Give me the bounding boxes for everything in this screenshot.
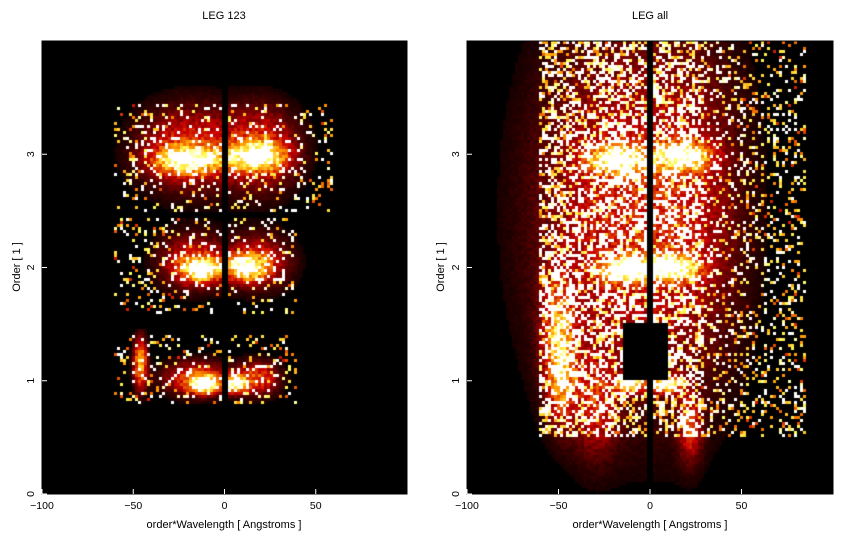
x-tick-label: −50 [550,500,568,512]
x-tick-label: 0 [222,500,228,512]
heatmap-canvas [467,41,833,494]
heatmap-canvas [42,41,407,494]
axis-ticks: −100 −50 0 50 0 1 2 3 [450,151,747,512]
x-axis-label: order*Wavelength [ Angstroms ] [147,519,302,531]
y-tick-label: 0 [450,491,462,497]
chart-title: LEG all [632,10,668,22]
panel-leg-123: LEG 123 −100 −50 0 50 0 1 2 3 order*Wavelength … [11,10,408,531]
x-tick-label: 50 [310,500,322,512]
y-axis-label: Order [ 1 ] [11,242,23,292]
x-tick-label: 0 [647,500,653,512]
x-axis-label: order*Wavelength [ Angstroms ] [573,519,728,531]
y-tick-label: 1 [450,378,462,384]
y-tick-label: 3 [25,151,37,157]
chart-title: LEG 123 [202,10,245,22]
x-tick-label: −100 [455,500,479,512]
y-tick-label: 0 [25,491,37,497]
x-tick-label: −50 [124,500,142,512]
axis-ticks: −100 −50 0 50 0 1 2 3 [25,151,322,512]
y-tick-label: 2 [450,264,462,270]
y-axis-label: Order [ 1 ] [435,242,447,292]
y-tick-label: 1 [25,378,37,384]
y-tick-label: 2 [25,264,37,270]
x-tick-label: 50 [736,500,748,512]
y-tick-label: 3 [450,151,462,157]
x-tick-label: −100 [30,500,54,512]
panel-leg-all: LEG all −100 −50 0 50 0 1 2 3 order*Wavelength … [435,10,834,531]
